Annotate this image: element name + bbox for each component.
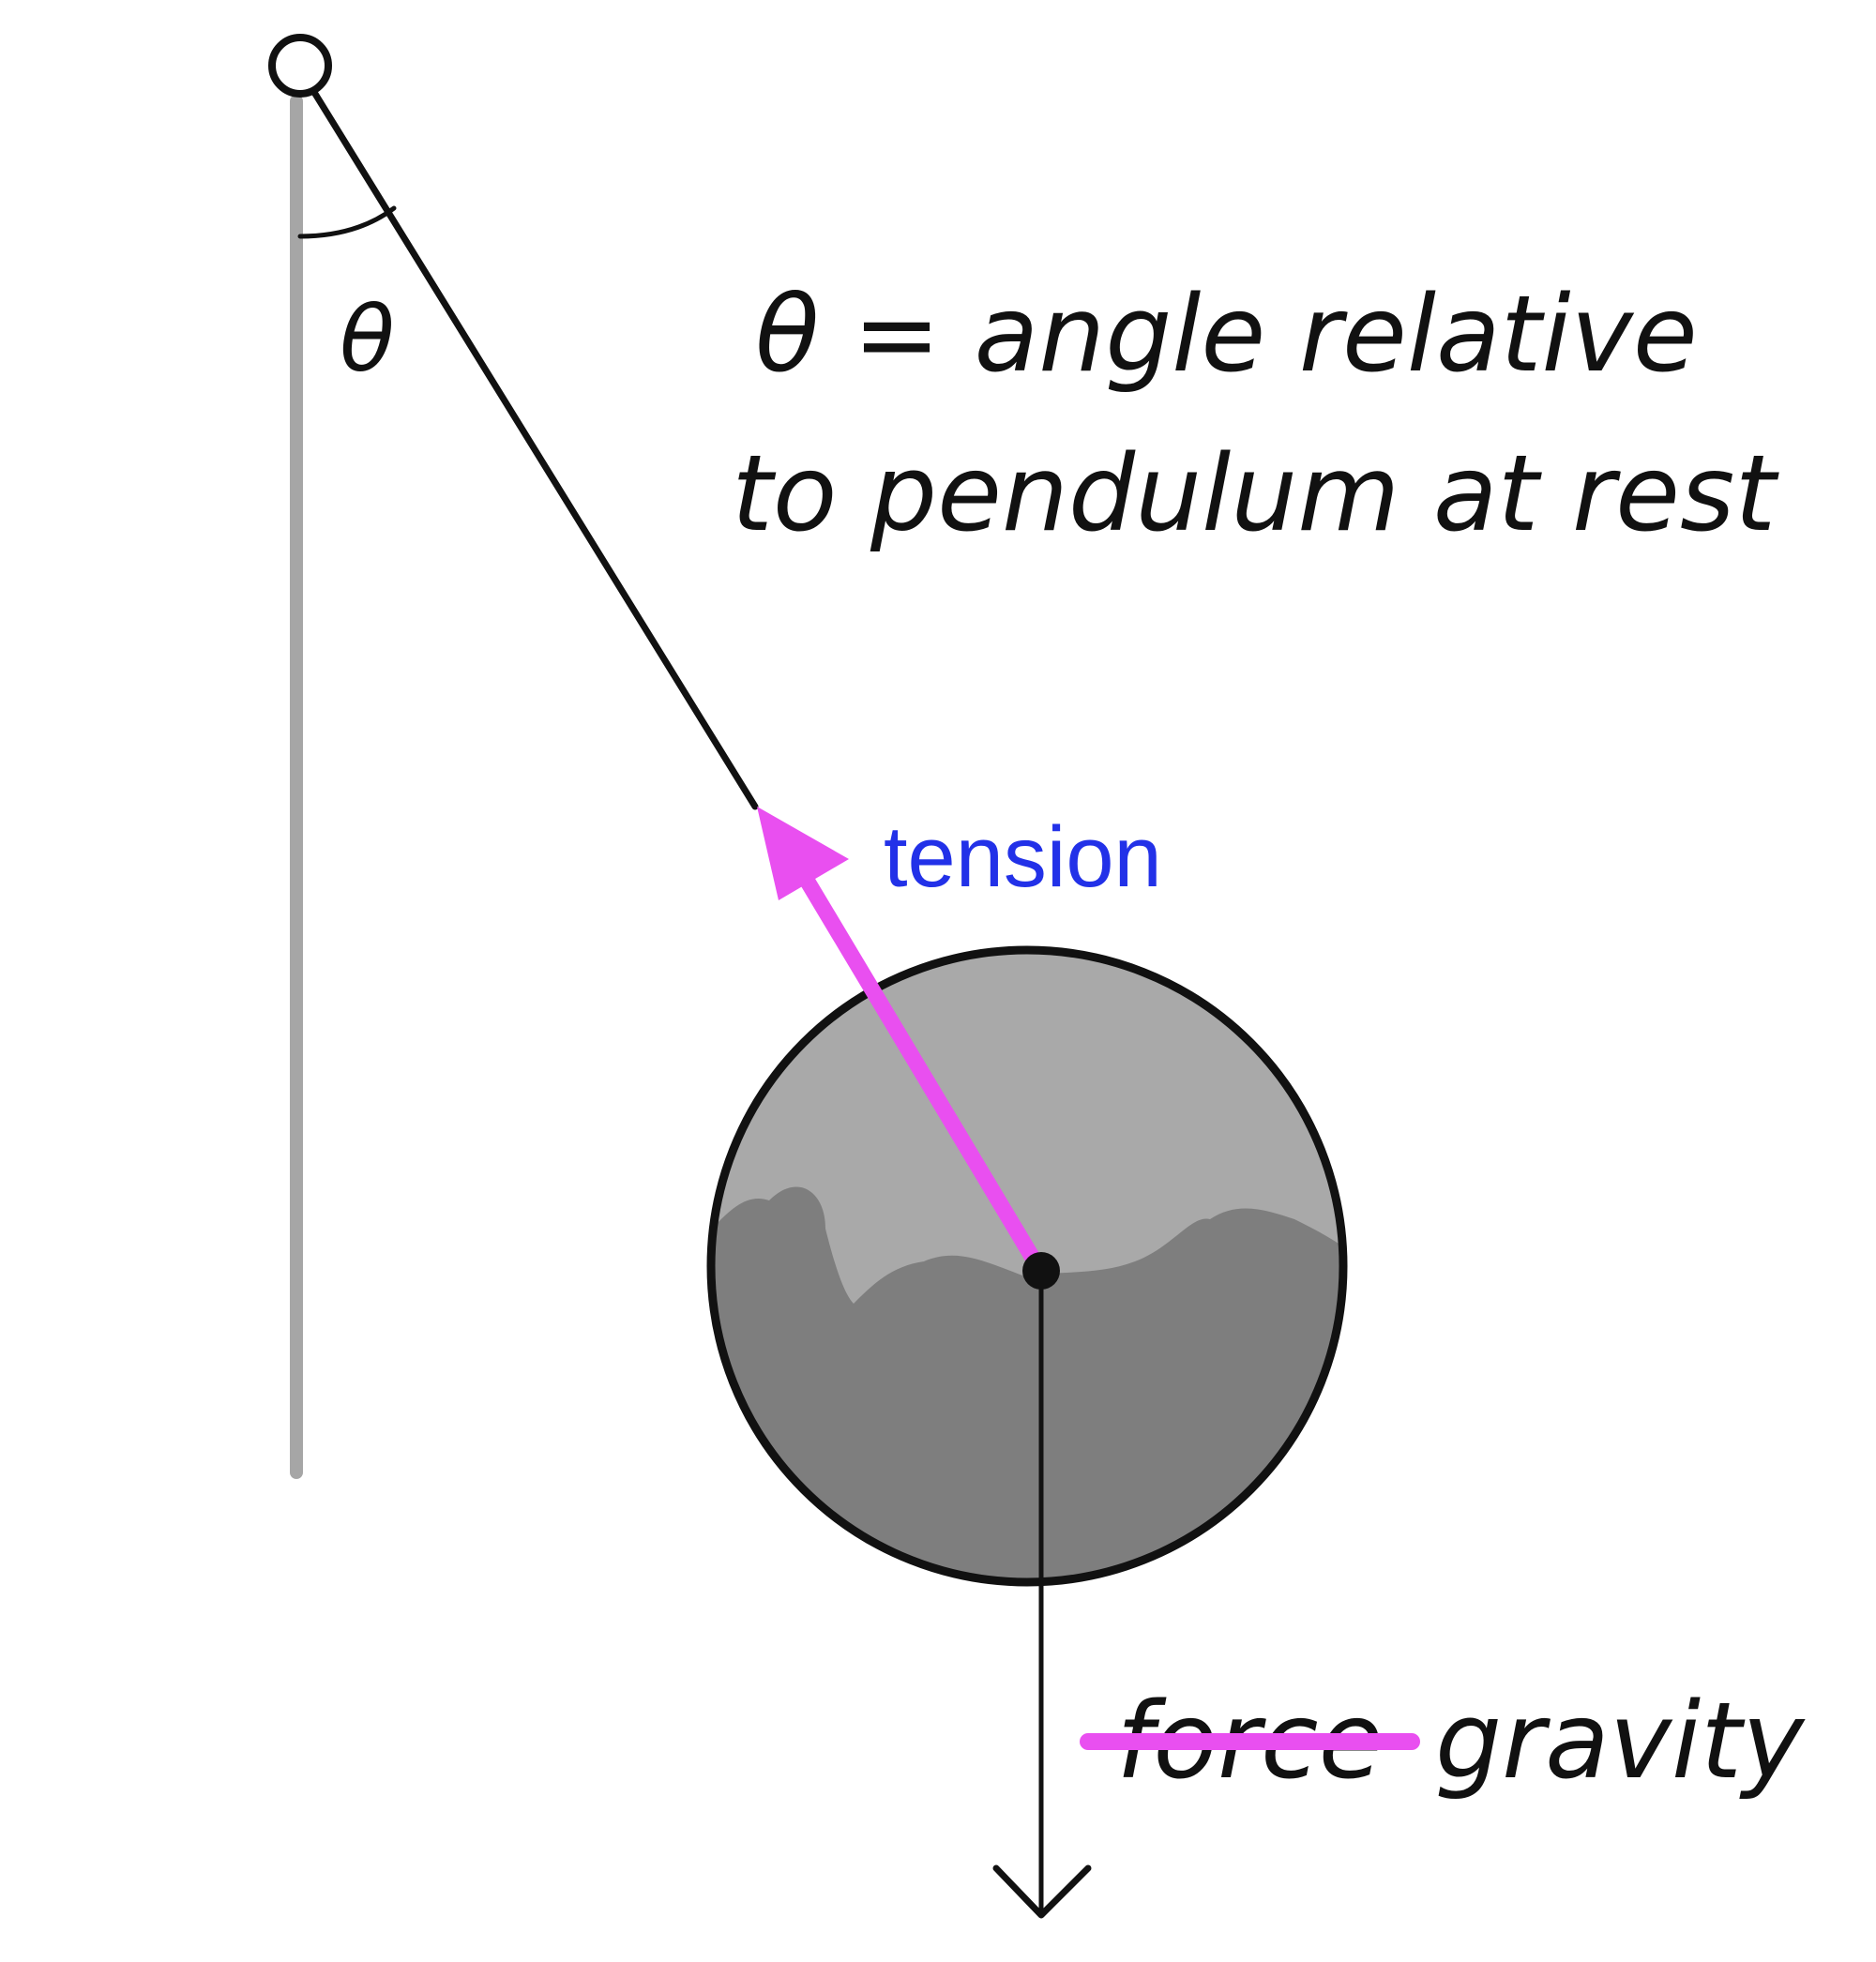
gravity-arrowhead-icon (992, 1864, 1092, 1919)
tension-arrow (791, 859, 1042, 1268)
gravity-label: gravity (1435, 1681, 1806, 1803)
angle-arc (297, 205, 397, 239)
tension-arrowhead-icon (757, 807, 849, 900)
definition-line-2: to pendulum at rest (732, 433, 1779, 555)
pendulum-string (311, 90, 759, 810)
tension-label: tension (884, 809, 1162, 905)
definition-line-1: θ = angle relative (755, 274, 1698, 396)
bob-center-point (1022, 1252, 1060, 1290)
theta-label: θ (340, 287, 395, 392)
pivot-icon (268, 34, 332, 98)
